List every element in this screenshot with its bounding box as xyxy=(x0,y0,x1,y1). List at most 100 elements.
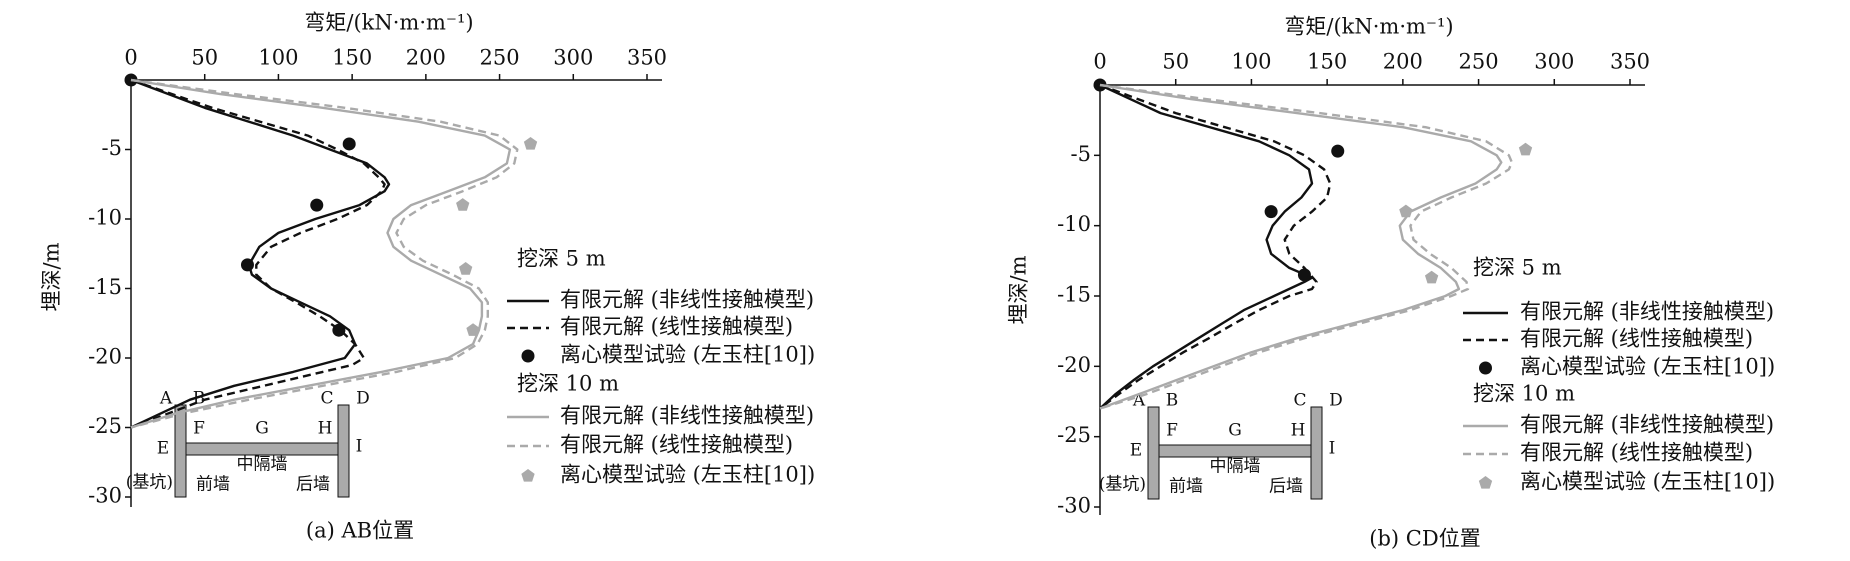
line xyxy=(1099,83,1503,410)
legend-label: 有限元解 (线性接触模型) xyxy=(560,433,793,457)
caption: (b) CD位置 xyxy=(1369,527,1480,551)
inset-point-label: B xyxy=(1166,391,1179,411)
inset-point-label: E xyxy=(1130,441,1142,461)
legend-label: 离心模型试验 (左玉柱[10]) xyxy=(560,343,815,367)
inset-label: 前墙 xyxy=(196,475,230,495)
x-tick-label: 300 xyxy=(553,46,593,70)
inset-point-label: G xyxy=(1228,421,1242,441)
marker xyxy=(332,323,346,337)
y-tick-label: -20 xyxy=(1057,353,1091,377)
x-tick-label: 250 xyxy=(480,46,520,70)
x-tick-label: 0 xyxy=(1093,50,1106,74)
legend-header: 挖深 5 m xyxy=(517,247,606,271)
inset-label: (基坑) xyxy=(1099,475,1146,495)
inset-label: 后墙 xyxy=(1269,477,1303,497)
line xyxy=(1099,83,1314,410)
inset-point-label: F xyxy=(1166,421,1178,441)
inset-label: (基坑) xyxy=(126,473,173,493)
line xyxy=(130,78,391,429)
x-tick-label: 250 xyxy=(1459,50,1499,74)
x-tick-label: 200 xyxy=(406,46,446,70)
marker xyxy=(1399,204,1413,218)
x-tick-label: 50 xyxy=(191,46,218,70)
y-tick-label: -25 xyxy=(1057,423,1091,447)
x-tick-label: 300 xyxy=(1534,50,1574,74)
x-tick-label: 0 xyxy=(124,46,137,70)
y-tick-label: -5 xyxy=(1071,142,1091,166)
legend-label: 有限元解 (非线性接触模型) xyxy=(1520,413,1774,437)
slab xyxy=(185,442,339,456)
y-tick-label: -25 xyxy=(88,414,122,438)
y-tick-label: -15 xyxy=(1057,283,1091,307)
x-tick-label: 100 xyxy=(1231,50,1271,74)
legend-label: 有限元解 (线性接触模型) xyxy=(560,315,793,339)
x-tick-label: 350 xyxy=(1610,50,1650,74)
legend-label: 离心模型试验 (左玉柱[10]) xyxy=(1520,470,1775,494)
marker xyxy=(240,258,254,272)
inset-point-label: D xyxy=(356,389,370,409)
marker xyxy=(342,137,356,151)
inset-point-label: I xyxy=(356,437,363,457)
legend-label: 离心模型试验 (左玉柱[10]) xyxy=(1520,355,1775,379)
line xyxy=(130,78,512,429)
legend-label: 有限元解 (非线性接触模型) xyxy=(560,404,814,428)
legend-label: 有限元解 (线性接触模型) xyxy=(1520,441,1753,465)
back-wall xyxy=(1310,406,1323,500)
y-tick-label: -5 xyxy=(102,136,122,160)
inset-point-label: C xyxy=(320,389,333,409)
x-axis-label: 弯矩/(kN·m·m⁻¹) xyxy=(304,11,473,35)
inset-point-label: H xyxy=(318,419,333,439)
x-tick-label: 50 xyxy=(1162,50,1189,74)
x-tick-label: 200 xyxy=(1383,50,1423,74)
inset-point-label: I xyxy=(1329,439,1336,459)
marker xyxy=(1518,142,1533,156)
back-wall xyxy=(337,404,350,498)
marker xyxy=(459,262,473,275)
inset-point-label: A xyxy=(159,389,173,409)
x-tick-label: 100 xyxy=(258,46,298,70)
line xyxy=(130,78,519,429)
marker xyxy=(310,198,324,212)
front-wall xyxy=(1147,406,1160,500)
x-tick-label: 150 xyxy=(1307,50,1347,74)
front-wall xyxy=(174,404,187,498)
caption: (a) AB位置 xyxy=(306,519,414,543)
legend-label: 有限元解 (非线性接触模型) xyxy=(560,288,814,312)
inset-label: 中隔墙 xyxy=(237,455,288,475)
marker xyxy=(523,136,538,150)
y-tick-label: -10 xyxy=(1057,212,1091,236)
inset-point-label: D xyxy=(1329,391,1343,411)
y-tick-label: -10 xyxy=(88,206,122,230)
inset-point-label: C xyxy=(1293,391,1306,411)
legend-marker xyxy=(1478,476,1493,489)
y-axis-label: 埋深/m xyxy=(40,242,64,311)
legend-label: 有限元解 (线性接触模型) xyxy=(1520,327,1753,351)
y-tick-label: -30 xyxy=(88,484,122,508)
legend-marker xyxy=(521,349,535,363)
legend-marker xyxy=(1479,361,1492,375)
line xyxy=(130,78,386,429)
x-axis-label: 弯矩/(kN·m·m⁻¹) xyxy=(1284,15,1453,39)
marker xyxy=(1424,270,1439,284)
legend-label: 离心模型试验 (左玉柱[10]) xyxy=(560,463,815,487)
legend-label: 有限元解 (非线性接触模型) xyxy=(1520,300,1774,324)
inset-label: 中隔墙 xyxy=(1210,457,1261,477)
inset-point-label: G xyxy=(255,419,269,439)
x-tick-label: 350 xyxy=(627,46,667,70)
inset-label: 前墙 xyxy=(1169,477,1203,497)
marker xyxy=(1264,205,1278,219)
slab xyxy=(1158,444,1312,458)
line xyxy=(1099,83,1514,410)
legend-marker xyxy=(521,469,535,482)
legend-header: 挖深 5 m xyxy=(1473,256,1562,280)
y-axis-label: 埋深/m xyxy=(1007,255,1031,324)
inset-point-label: E xyxy=(157,439,169,459)
inset-point-label: F xyxy=(193,419,205,439)
inset-label: 后墙 xyxy=(296,475,330,495)
y-tick-label: -30 xyxy=(1057,494,1091,518)
legend-header: 挖深 10 m xyxy=(1473,382,1575,406)
marker xyxy=(466,323,480,336)
